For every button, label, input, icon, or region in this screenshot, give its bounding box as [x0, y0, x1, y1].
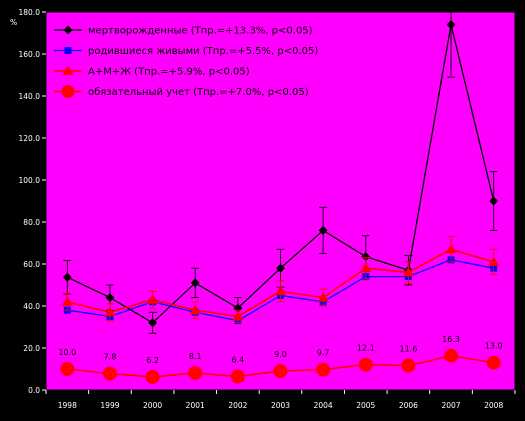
x-tick-label: 2004 — [314, 401, 333, 410]
series-3-point — [275, 285, 286, 296]
series-4-point — [188, 365, 203, 380]
series-4-data-label: 8.1 — [189, 352, 202, 361]
y-tick-label: 40.0 — [23, 302, 40, 311]
series-3-point — [61, 296, 73, 306]
legend-series-3-marker — [62, 65, 74, 75]
legend-series-4-marker — [61, 85, 75, 98]
series-1-point — [62, 272, 72, 282]
series-4-data-label: 13.0 — [485, 342, 503, 351]
x-tick-label: 2007 — [441, 401, 460, 410]
y-tick-label: 180.0 — [19, 8, 41, 17]
series-4-point — [444, 348, 459, 363]
series-4-point — [60, 362, 75, 376]
series-1-point — [190, 278, 200, 288]
y-tick-label: 60.0 — [23, 260, 40, 269]
series-1-point — [148, 318, 158, 328]
x-tick-label: 2001 — [186, 401, 205, 410]
series-3-point — [189, 304, 201, 315]
series-3-point — [147, 294, 159, 304]
y-tick-label: 120.0 — [19, 134, 41, 143]
y-tick-label: 140.0 — [19, 92, 41, 101]
series-4-point — [316, 362, 331, 377]
x-tick-label: 1998 — [58, 401, 77, 410]
y-tick-label: 100.0 — [19, 176, 41, 185]
series-4-point — [401, 358, 416, 373]
series-3-point — [402, 266, 414, 277]
x-tick-label: 2006 — [399, 401, 418, 410]
x-tick-label: 2000 — [143, 401, 162, 410]
series-4-data-label: 6.2 — [146, 356, 159, 365]
legend-series-3-label: А+М+Ж (Тпр.=+5.9%, p<0.05) — [88, 67, 250, 78]
series-1-point — [318, 225, 328, 235]
series-4-point — [486, 355, 501, 370]
series-4-data-label: 6.4 — [231, 356, 244, 365]
y-tick-label: 160.0 — [19, 50, 41, 59]
legend-series-2-label: родившиеся живыми (Тпр.=+5.5%, p<0.05) — [88, 46, 318, 57]
y-tick-label: 0.0 — [28, 386, 40, 395]
series-3-point — [445, 243, 457, 254]
x-tick-label: 2003 — [271, 401, 290, 410]
x-tick-label: 1999 — [100, 401, 119, 410]
series-4-point — [145, 369, 160, 384]
series-4-data-label: 12.1 — [357, 344, 375, 353]
series-4-data-label: 16.3 — [442, 335, 460, 344]
series-4-data-label: 9.0 — [274, 350, 287, 359]
series-3-point — [360, 262, 372, 273]
x-tick-label: 2002 — [228, 401, 247, 410]
x-tick-label: 2005 — [356, 401, 375, 410]
series-4-data-label: 10.0 — [58, 348, 76, 357]
y-tick-label: 80.0 — [23, 218, 40, 227]
series-3-point — [488, 256, 500, 266]
series-4-data-label: 9.7 — [317, 349, 330, 358]
legend-series-1-label: мертворожденные (Тпр.=+13.3%, p<0.05) — [88, 26, 313, 37]
series-1-point — [489, 196, 499, 206]
legend-series-4-label: обязательный учет (Тпр.=+7.0%, p<0.05) — [88, 87, 309, 98]
series-3-point — [232, 311, 244, 321]
x-tick-label: 2008 — [484, 401, 503, 410]
series-4-point — [358, 357, 373, 372]
y-tick-label: 20.0 — [23, 344, 40, 353]
legend-series-2-marker — [64, 47, 72, 54]
series-4-point — [102, 366, 117, 381]
series-4-data-label: 7.8 — [104, 353, 117, 362]
series-1-point — [276, 263, 285, 273]
legend-series-1-marker — [63, 25, 73, 35]
series-4-point — [273, 364, 288, 379]
series-3-point — [317, 292, 329, 302]
y-unit-label: % — [10, 18, 17, 27]
plot-area — [45, 11, 516, 391]
series-4-data-label: 11.6 — [400, 345, 418, 354]
series-1-point — [105, 293, 115, 303]
series-1-point — [446, 20, 456, 30]
series-1-point — [361, 252, 371, 262]
series-3-point — [104, 306, 116, 317]
series-4-point — [230, 369, 245, 384]
